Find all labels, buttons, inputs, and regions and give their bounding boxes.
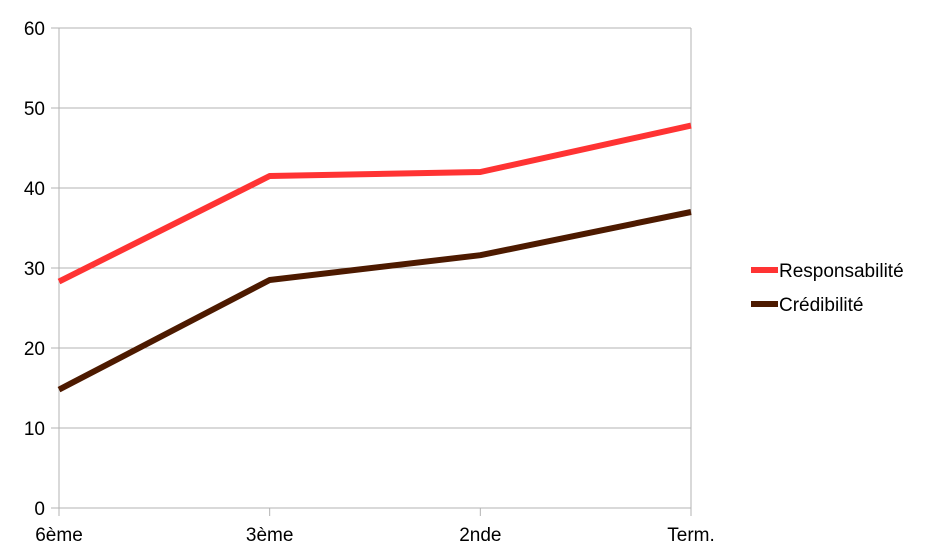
- x-axis: 6ème 3ème 2nde Term.: [35, 508, 715, 546]
- y-tick-label: 30: [24, 259, 45, 280]
- series-line-0: [57, 122, 692, 285]
- series-lines: [57, 122, 692, 393]
- series-line-1: [57, 209, 692, 393]
- y-tick-label: 40: [24, 179, 45, 200]
- legend: Responsabilité Crédibilité: [751, 261, 904, 316]
- y-axis: 0 10 20 30 40 50 60: [24, 19, 60, 520]
- legend-label: Responsabilité: [779, 261, 904, 282]
- legend-label: Crédibilité: [779, 295, 863, 316]
- x-tick-label: Term.: [667, 525, 715, 546]
- y-tick-label: 20: [24, 339, 45, 360]
- y-tick-label: 60: [24, 19, 45, 40]
- x-tick-label: 3ème: [246, 525, 294, 546]
- y-tick-label: 50: [24, 99, 45, 120]
- y-gridlines: [59, 27, 692, 509]
- x-tick-label: 6ème: [35, 525, 83, 546]
- y-tick-label: 10: [24, 419, 45, 440]
- x-tick-label: 2nde: [459, 525, 501, 546]
- y-tick-label: 0: [34, 499, 45, 520]
